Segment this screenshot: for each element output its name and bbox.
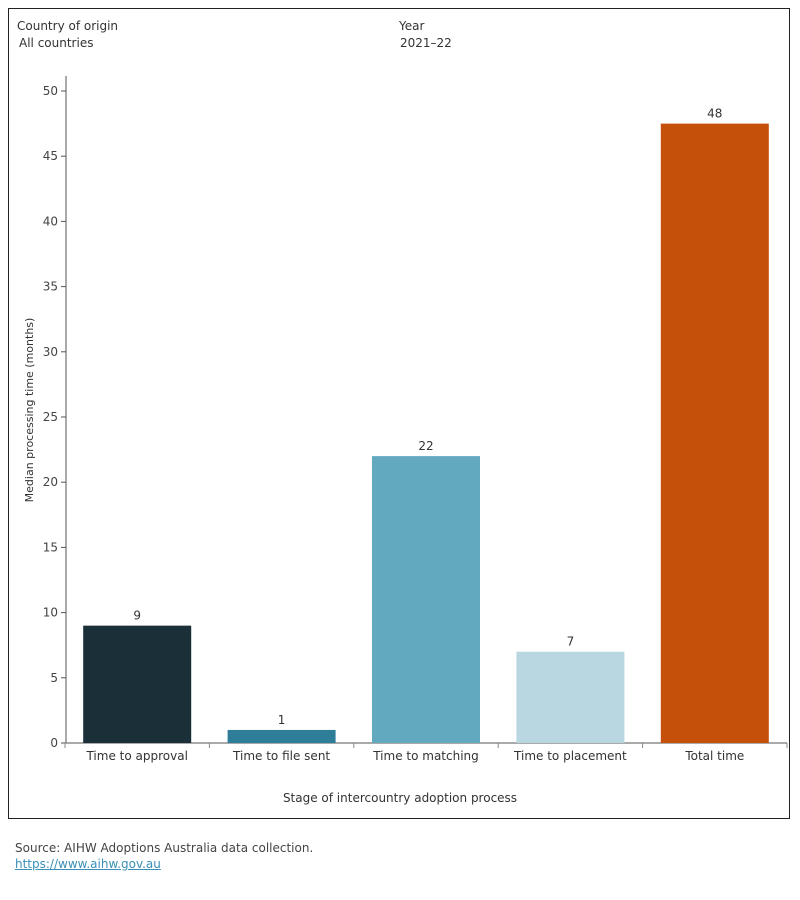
y-tick-label: 40 [43, 214, 58, 228]
source-link[interactable]: https://www.aihw.gov.au [15, 857, 161, 871]
x-axis-label: Stage of intercountry adoption process [283, 791, 517, 805]
year-filter-label: Year [399, 19, 425, 33]
data-label: 22 [418, 439, 433, 453]
y-tick-label: 20 [43, 475, 58, 489]
data-label: 1 [278, 713, 286, 727]
y-tick-label: 15 [43, 540, 58, 554]
year-filter-value[interactable]: 2021–22 [400, 36, 452, 50]
x-tick-label: Time to approval [85, 749, 187, 763]
chart-frame [8, 8, 790, 819]
x-tick-label: Time to placement [513, 749, 627, 763]
bar-time-to-matching [372, 456, 480, 743]
data-label: 7 [567, 635, 575, 649]
y-tick-label: 5 [50, 671, 58, 685]
bar-total-time [660, 123, 769, 744]
y-tick-label: 0 [50, 736, 58, 750]
x-tick-label: Time to file sent [232, 749, 330, 763]
bar-time-to-approval [83, 625, 192, 743]
data-label: 9 [133, 609, 141, 623]
bar-time-to-file-sent [227, 729, 336, 743]
x-tick-label: Total time [684, 749, 744, 763]
x-tick-label: Time to matching [372, 749, 479, 763]
y-tick-label: 50 [43, 84, 58, 98]
source-note: Source: AIHW Adoptions Australia data co… [15, 841, 314, 855]
country-filter-value[interactable]: All countries [19, 36, 94, 50]
y-tick-label: 35 [43, 280, 58, 294]
country-filter-label: Country of origin [17, 19, 119, 33]
y-tick-label: 45 [43, 149, 58, 163]
y-tick-label: 25 [43, 410, 58, 424]
y-tick-label: 30 [43, 345, 58, 359]
data-label: 48 [707, 107, 722, 121]
bar-time-to-placement [516, 651, 625, 743]
y-axis-label: Median processing time (months) [23, 318, 36, 503]
y-tick-label: 10 [43, 606, 58, 620]
